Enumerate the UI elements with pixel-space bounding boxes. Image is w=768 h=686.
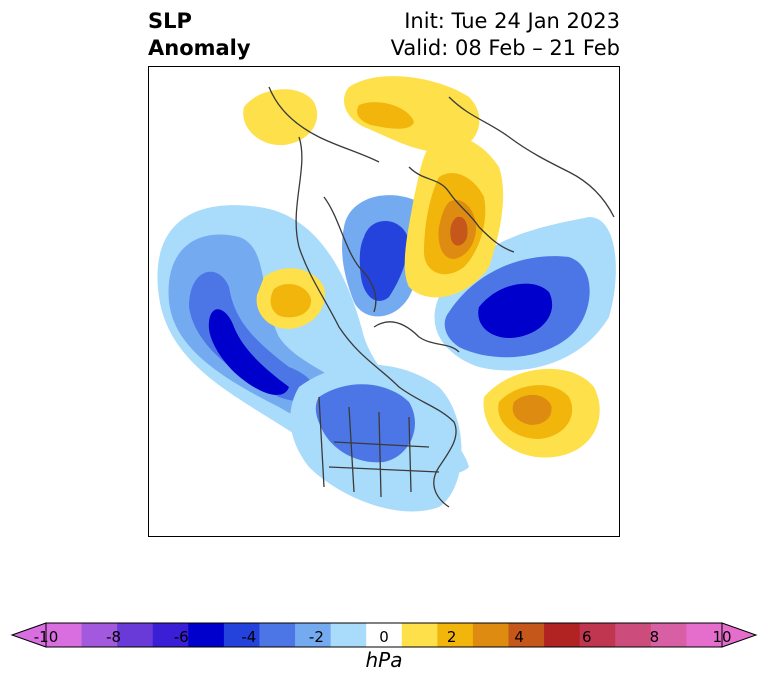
colorbar-swatch	[223, 623, 260, 647]
chart-title-right: Init: Tue 24 Jan 2023 Valid: 08 Feb – 21…	[391, 8, 620, 62]
colorbar-tick-label: 10	[712, 628, 732, 646]
colorbar-swatch	[579, 623, 616, 647]
colorbar-swatch	[295, 623, 332, 647]
colorbar-swatch	[544, 623, 581, 647]
init-date: Init: Tue 24 Jan 2023	[404, 9, 620, 33]
coastlines	[268, 86, 615, 508]
colorbar-swatch	[650, 623, 687, 647]
colorbar-swatch	[686, 623, 723, 647]
gulf-alaska-high	[256, 268, 325, 329]
colorbar-tick-label: 6	[582, 628, 592, 646]
title-anomaly: Anomaly	[148, 36, 251, 60]
colorbar-swatch	[188, 623, 225, 647]
colorbar-units: hPa	[365, 648, 403, 672]
colorbar-tick-label: 0	[379, 628, 389, 646]
colorbar-swatch	[472, 623, 510, 647]
us-low	[290, 364, 462, 512]
colorbar-swatch	[330, 623, 367, 647]
colorbar-swatch	[117, 623, 154, 647]
valid-range: Valid: 08 Feb – 21 Feb	[390, 36, 620, 60]
alaska-high	[243, 89, 318, 146]
colorbar-swatch	[46, 623, 83, 647]
greenland-low	[342, 195, 429, 317]
chart-title-left: SLP Anomaly	[148, 8, 251, 62]
colorbar-tick-label: 8	[649, 628, 660, 646]
colorbar-swatch	[437, 623, 474, 647]
colorbar-swatch	[259, 623, 296, 647]
colorbar-tick-label: -2	[308, 628, 324, 646]
colorbar-swatch	[615, 623, 652, 647]
anomaly-map	[157, 76, 616, 512]
colorbar-tick-label: 2	[446, 628, 457, 646]
atlantic-high	[483, 368, 600, 458]
colorbar-swatch	[366, 623, 403, 647]
colorbar-tick-label: 4	[514, 628, 524, 646]
colorbar-tick-label: -8	[106, 628, 122, 646]
colorbar-swatch	[152, 623, 189, 647]
title-slp: SLP	[148, 9, 192, 33]
colorbar-tick-label: -6	[173, 628, 189, 646]
siberia-high	[404, 136, 504, 298]
colorbar-swatch	[508, 623, 545, 647]
colorbar-swatch	[81, 623, 118, 647]
map-panel	[148, 66, 620, 537]
colorbar-tick-label: -10	[33, 628, 59, 646]
colorbar-border	[45, 622, 723, 648]
scandinavia-high	[344, 76, 480, 153]
colorbar-swatch	[401, 623, 438, 647]
colorbar	[10, 622, 758, 648]
colorbar-tick-label: -4	[241, 628, 257, 646]
